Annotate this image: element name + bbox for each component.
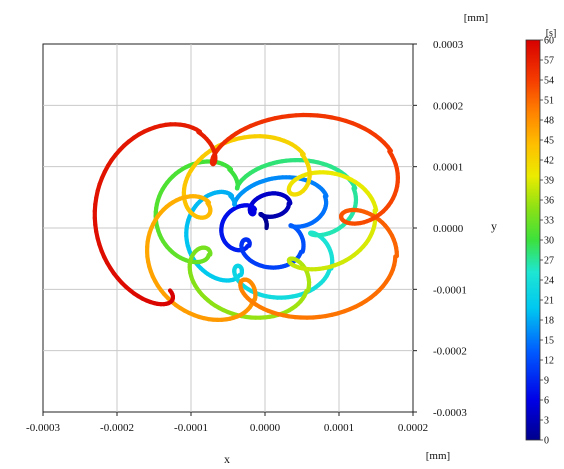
colorbar-unit-label: [s]	[546, 28, 557, 39]
colorbar-tick-label: 24	[544, 276, 554, 287]
colorbar-tick-label: 36	[544, 196, 554, 207]
colorbar-tick-label: 0	[544, 436, 549, 447]
colorbar: [s] 605754514845423936333027242118151296…	[525, 28, 557, 447]
colorbar-tick-label: 6	[544, 396, 549, 407]
colorbar-gradient	[525, 39, 541, 441]
y-tick-label: 0.0001	[433, 162, 463, 174]
x-unit-label: [mm]	[426, 450, 450, 462]
y-tick-label: 0.0002	[433, 100, 463, 112]
y-tick-label: -0.0001	[433, 284, 467, 296]
colorbar-tick-label: 51	[544, 96, 554, 107]
colorbar-tick-label: 9	[544, 376, 549, 387]
trajectory-segments	[92, 112, 400, 322]
colorbar-tick-label: 45	[544, 136, 554, 147]
y-tick-label: -0.0002	[433, 346, 467, 358]
x-tick-label: 0.0001	[324, 422, 354, 434]
colorbar-tick-label: 3	[544, 416, 549, 427]
colorbar-tick-label: 60	[544, 36, 554, 47]
y-axis-title: y	[491, 219, 497, 233]
colorbar-tick-label: 57	[544, 56, 554, 67]
colorbar-tick-label: 54	[544, 76, 554, 87]
y-unit-label: [mm]	[464, 12, 488, 24]
x-tick-label: 0.0000	[250, 422, 281, 434]
x-tick-label: -0.0001	[174, 422, 208, 434]
colorbar-tick-label: 30	[544, 236, 554, 247]
colorbar-tick-label: 15	[544, 336, 554, 347]
plot-area	[42, 43, 414, 413]
colorbar-tick-label: 33	[544, 216, 554, 227]
trajectory-series	[92, 112, 400, 322]
x-tick-label: -0.0002	[100, 422, 134, 434]
colorbar-tick-label: 21	[544, 296, 554, 307]
colorbar-tick-label: 12	[544, 356, 554, 367]
x-axis-title: x	[224, 452, 230, 466]
y-tick-label: 0.0003	[433, 39, 464, 51]
x-axis-ticks: -0.0003 -0.0002 -0.0001 0.0000 0.0001 0.0002	[26, 412, 428, 434]
y-axis-ticks: 0.0003 0.0002 0.0001 0.0000 -0.0001 -0.0002 -0…	[413, 39, 467, 419]
y-tick-label: 0.0000	[433, 223, 464, 235]
x-tick-label: -0.0003	[26, 422, 60, 434]
colorbar-tick-label: 18	[544, 316, 554, 327]
y-tick-label: -0.0003	[433, 407, 467, 419]
x-tick-label: 0.0002	[398, 422, 428, 434]
colorbar-tick-label: 27	[544, 256, 554, 267]
colorbar-tick-label: 42	[544, 156, 554, 167]
colorbar-tick-label: 39	[544, 176, 554, 187]
trajectory-segment	[167, 288, 174, 295]
colorbar-tick-label: 48	[544, 116, 554, 127]
